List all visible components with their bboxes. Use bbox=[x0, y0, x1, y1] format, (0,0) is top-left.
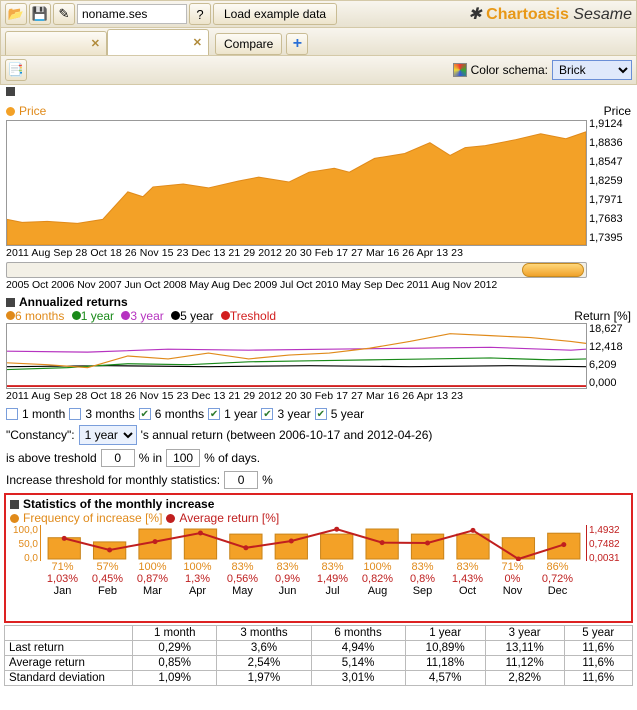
monthly-title: Statistics of the monthly increase bbox=[23, 497, 214, 511]
constancy-period-select[interactable]: 1 year bbox=[79, 425, 137, 445]
returns-legend: 6 months 1 year 3 year 5 year Treshold R… bbox=[6, 309, 631, 323]
inc-threshold-input[interactable] bbox=[224, 471, 258, 489]
close-icon[interactable]: ✕ bbox=[91, 37, 100, 50]
threshold-row: is above treshold % in % of days. bbox=[0, 447, 637, 469]
return-axis-label: Return [%] bbox=[574, 309, 631, 323]
brand-logo: ✱ Chartoasis Sesame bbox=[468, 4, 632, 24]
constancy-row: "Constancy": 1 year 's annual return (be… bbox=[0, 423, 637, 447]
bullet-icon bbox=[10, 514, 19, 523]
constancy-label: "Constancy": bbox=[6, 428, 75, 442]
color-schema-select[interactable]: Brick bbox=[552, 60, 632, 80]
stats-table-wrap: 1 month3 months6 months1 year3 year5 yea… bbox=[0, 625, 637, 686]
avg-row: 1,03%0,45%0,87%1,3%0,56%0,9%1,49%0,82%0,… bbox=[10, 573, 627, 585]
pct-days-input[interactable] bbox=[166, 449, 200, 467]
check-3m[interactable] bbox=[69, 408, 81, 420]
layers-icon[interactable]: 📑 bbox=[5, 59, 27, 81]
check-3y[interactable]: ✔ bbox=[261, 408, 273, 420]
color-swatch-icon bbox=[453, 63, 467, 77]
compare-button[interactable]: Compare bbox=[215, 33, 282, 55]
returns-chart[interactable] bbox=[6, 323, 587, 389]
price-x-axis: 2011 Aug Sep 28 Oct 18 26 Nov 15 23 Dec … bbox=[6, 246, 631, 262]
square-icon bbox=[10, 500, 19, 509]
check-1y[interactable]: ✔ bbox=[208, 408, 220, 420]
check-6m[interactable]: ✔ bbox=[139, 408, 151, 420]
bullet-icon bbox=[6, 107, 15, 116]
month-row: JanFebMarAprMayJunJulAugSepOctNovDec bbox=[10, 585, 627, 597]
price-chart-block: Price Price 1,9124 1,8836 1,8547 1,8259 … bbox=[0, 85, 637, 295]
filename-input[interactable] bbox=[77, 4, 187, 24]
price-y-axis: 1,9124 1,8836 1,8547 1,8259 1,7971 1,768… bbox=[587, 118, 631, 246]
stats-table: 1 month3 months6 months1 year3 year5 yea… bbox=[4, 625, 633, 686]
price-axis-title: Price bbox=[604, 104, 631, 118]
help-icon[interactable]: ? bbox=[189, 3, 211, 25]
color-schema-label: Color schema: bbox=[471, 63, 548, 77]
tab-bar: ✕ ✕ Compare + bbox=[0, 28, 637, 56]
returns-x-axis: 2011 Aug Sep 28 Oct 18 26 Nov 15 23 Dec … bbox=[6, 389, 631, 405]
price-chart[interactable] bbox=[6, 120, 587, 246]
bullet-icon bbox=[166, 514, 175, 523]
check-5y[interactable]: ✔ bbox=[315, 408, 327, 420]
threshold-input[interactable] bbox=[101, 449, 135, 467]
main-toolbar: 📂 💾 ✎ ? Load example data ✱ Chartoasis S… bbox=[0, 0, 637, 28]
avg-legend: Average return [%] bbox=[179, 511, 279, 525]
returns-block: Annualized returns 6 months 1 year 3 yea… bbox=[0, 295, 637, 405]
monthly-chart[interactable] bbox=[40, 525, 587, 561]
range-axis: 2005 Oct 2006 Nov 2007 Jun Oct 2008 May … bbox=[6, 278, 631, 295]
time-scrollbar[interactable] bbox=[6, 262, 587, 278]
load-example-button[interactable]: Load example data bbox=[213, 3, 337, 25]
annualized-title: Annualized returns bbox=[19, 295, 128, 309]
scroll-handle[interactable] bbox=[522, 263, 584, 277]
save-icon[interactable]: 💾 bbox=[29, 3, 51, 25]
returns-y-axis: 18,627 12,418 6,209 0,000 bbox=[587, 323, 631, 389]
square-icon bbox=[6, 87, 15, 96]
close-icon[interactable]: ✕ bbox=[193, 36, 202, 49]
edit-icon[interactable]: ✎ bbox=[53, 3, 75, 25]
square-icon bbox=[6, 298, 15, 307]
constancy-tail: 's annual return (between 2006-10-17 and… bbox=[141, 428, 433, 442]
monthly-y-right: 1,4932 0,7482 0,0031 bbox=[587, 525, 627, 561]
price-series-label: Price bbox=[19, 104, 46, 118]
timeframe-checks: 1 month 3 months ✔6 months ✔1 year ✔3 ye… bbox=[0, 405, 637, 423]
tab-2[interactable]: ✕ bbox=[107, 29, 209, 55]
monthly-y-left: 100,0 50,0 0,0 bbox=[10, 525, 40, 561]
monthly-stats-panel: Statistics of the monthly increase Frequ… bbox=[4, 493, 633, 623]
inc-threshold-row: Increase threshold for monthly statistic… bbox=[0, 469, 637, 491]
open-icon[interactable]: 📂 bbox=[5, 3, 27, 25]
check-1m[interactable] bbox=[6, 408, 18, 420]
sub-toolbar: 📑 Color schema: Brick bbox=[0, 56, 637, 85]
tab-1[interactable]: ✕ bbox=[5, 31, 107, 55]
freq-row: 71%57%100%100%83%83%83%100%83%83%71%86% bbox=[10, 561, 627, 573]
freq-legend: Frequency of increase [%] bbox=[23, 511, 162, 525]
add-tab-button[interactable]: + bbox=[286, 33, 308, 55]
